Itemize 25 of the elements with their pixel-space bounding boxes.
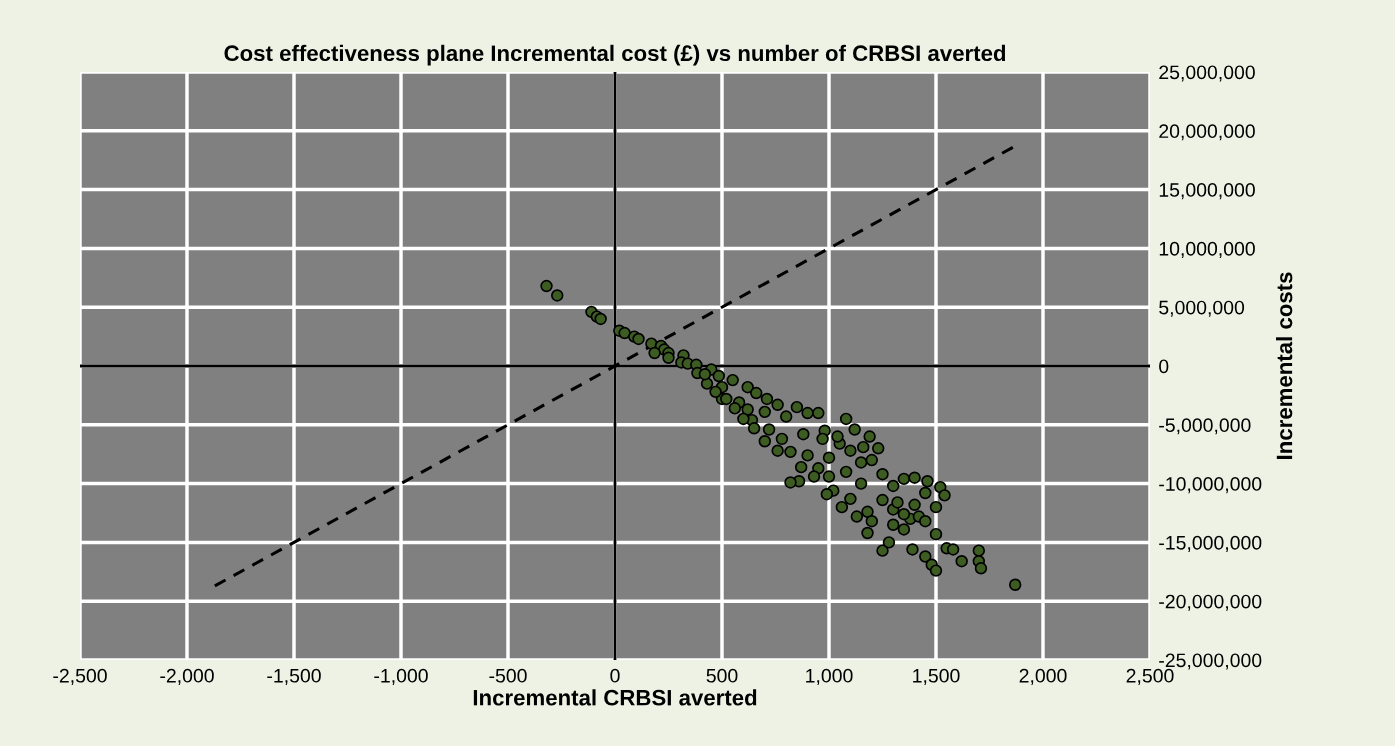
x-tick-label: 2,500 bbox=[1126, 668, 1174, 685]
x-tick-label: 1,500 bbox=[913, 668, 960, 685]
x-tick-label: -1,000 bbox=[374, 668, 428, 685]
y-tick-label: 15,000,000 bbox=[1159, 183, 1255, 200]
x-tick-label: 2,000 bbox=[1019, 668, 1067, 685]
y-tick-label: -25,000,000 bbox=[1159, 653, 1262, 670]
chart-title: Cost effectiveness plane Incremental cost (£) vs number of CRBSI averted bbox=[224, 44, 1006, 66]
x-tick-label: -500 bbox=[489, 668, 527, 683]
x-axis-title: Incremental CRBSI averted bbox=[473, 689, 757, 706]
y-tick-label: 0 bbox=[1159, 359, 1169, 374]
y-tick-label: 20,000,000 bbox=[1159, 124, 1255, 141]
x-tick-label: -1,500 bbox=[267, 668, 321, 685]
y-tick-label: 5,000,000 bbox=[1159, 300, 1245, 317]
x-tick-label: 1,000 bbox=[806, 668, 853, 685]
x-tick-label: 500 bbox=[706, 668, 738, 683]
y-tick-label: -5,000,000 bbox=[1159, 418, 1251, 435]
y-tick-label: -10,000,000 bbox=[1159, 477, 1262, 494]
y-axis-title: Incremental costs bbox=[1276, 272, 1293, 459]
y-tick-label: 10,000,000 bbox=[1159, 241, 1255, 258]
x-tick-label: -2,000 bbox=[160, 668, 214, 685]
y-tick-label: -15,000,000 bbox=[1159, 535, 1262, 552]
x-tick-label: -2,500 bbox=[53, 668, 107, 685]
y-tick-label: -20,000,000 bbox=[1159, 594, 1262, 611]
x-tick-label: 0 bbox=[610, 668, 620, 683]
y-tick-label: 25,000,000 bbox=[1159, 65, 1255, 82]
